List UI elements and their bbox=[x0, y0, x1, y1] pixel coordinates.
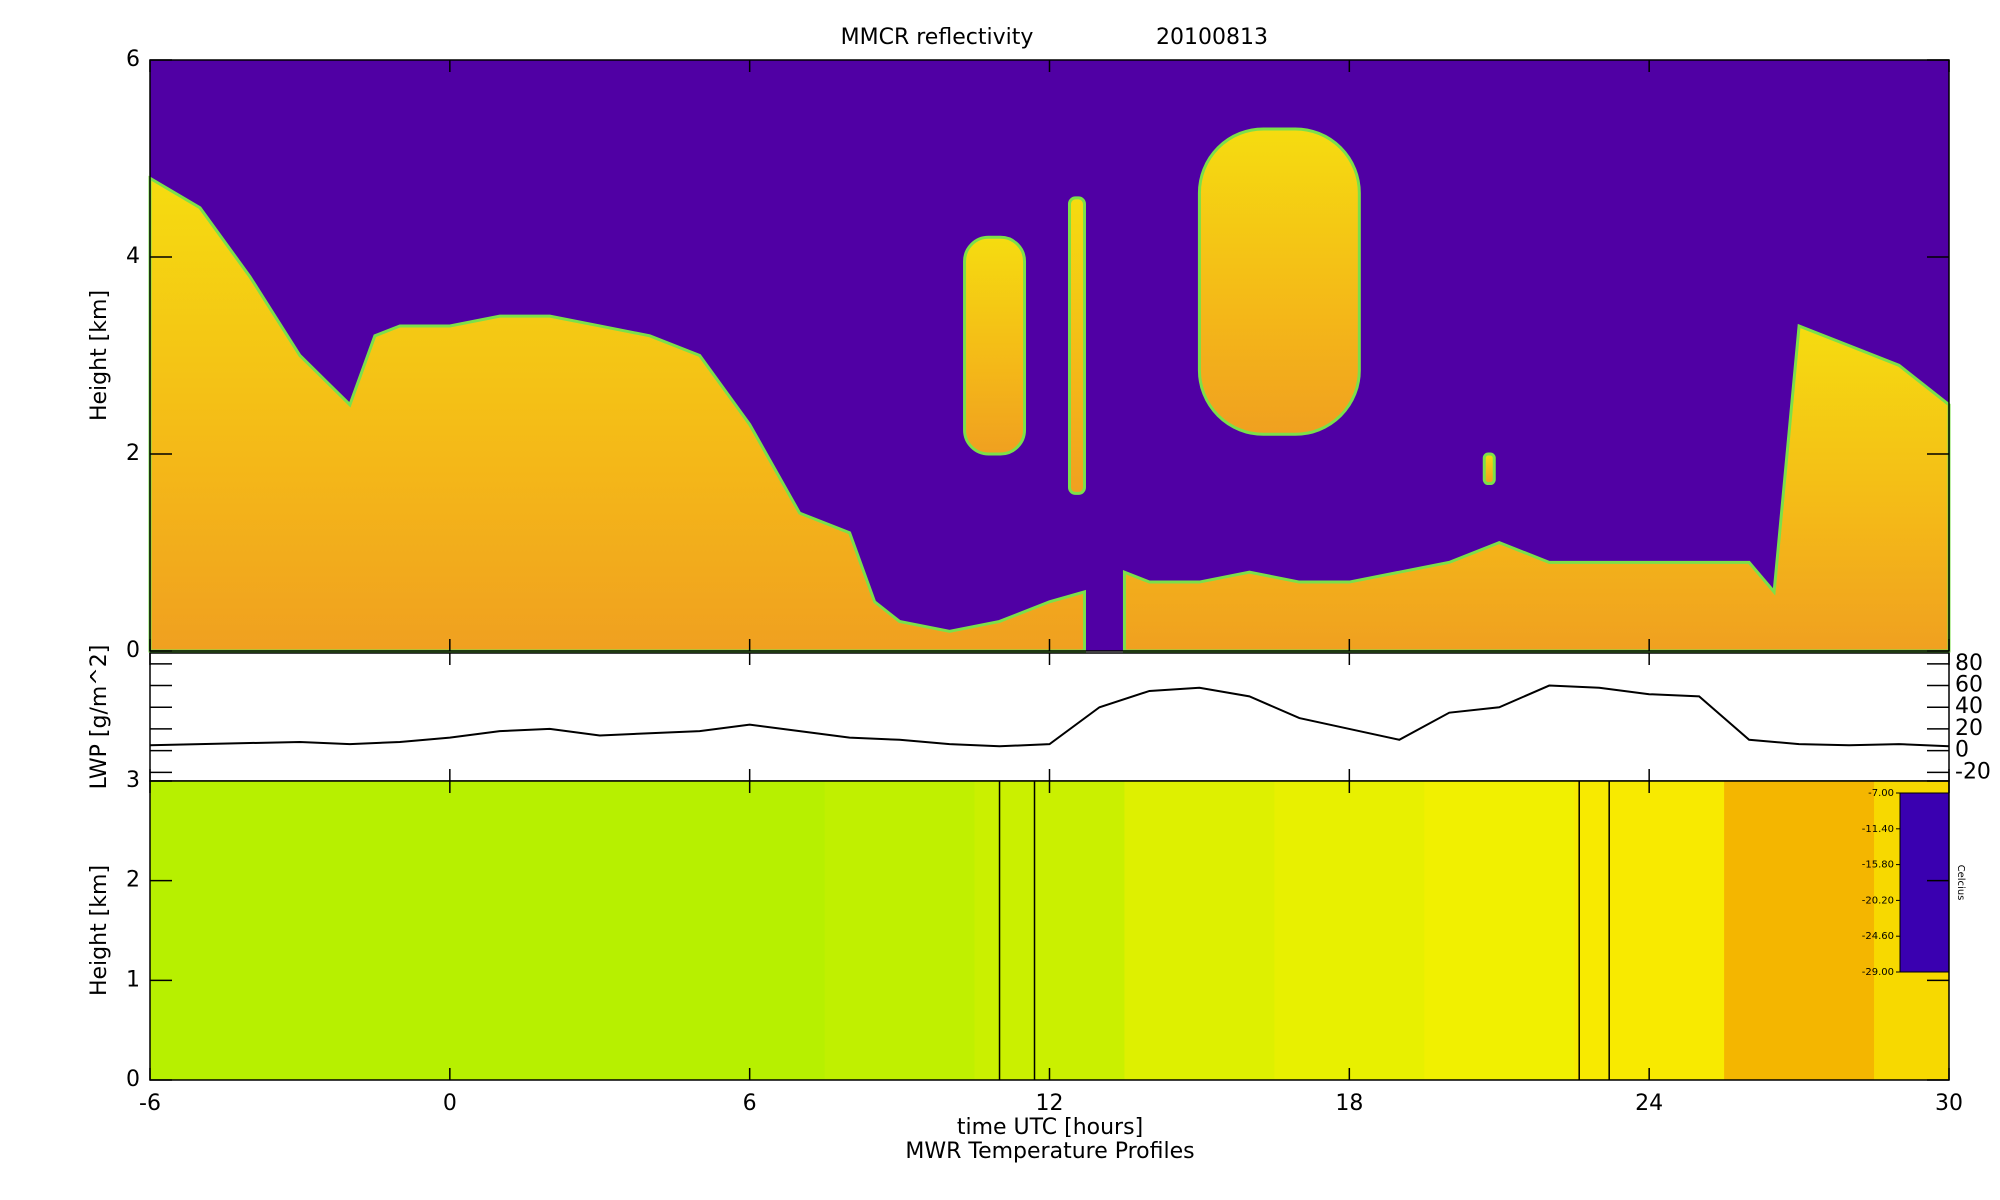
chart-title: MMCR reflectivity bbox=[841, 25, 1034, 50]
plot-frame bbox=[149, 652, 1950, 782]
y-tick-label: 80 bbox=[1955, 651, 1983, 676]
y-tick-label: 0 bbox=[126, 1067, 140, 1092]
subtitle: MWR Temperature Profiles bbox=[905, 1139, 1194, 1164]
y-tick-label: 1 bbox=[126, 967, 140, 992]
temperature-column bbox=[224, 781, 376, 1080]
colorbar-tick-label: -24.60 bbox=[1862, 931, 1894, 942]
cloud-area bbox=[1122, 323, 1951, 653]
y-tick-label: 4 bbox=[126, 244, 140, 269]
y-tick-label: -20 bbox=[1955, 759, 1991, 784]
temperature-column bbox=[974, 781, 1125, 1080]
y-tick-label: 0 bbox=[126, 638, 140, 663]
plot-frame bbox=[149, 780, 1950, 1081]
temperature-column bbox=[674, 781, 826, 1080]
y-tick-label: 0 bbox=[1955, 738, 1969, 763]
upper-cloud bbox=[963, 235, 1027, 456]
upper-cloud bbox=[1197, 127, 1361, 436]
colorbar-tick-label: -20.20 bbox=[1862, 895, 1894, 906]
x-tick-label: 6 bbox=[743, 1091, 757, 1116]
cloud-area bbox=[148, 175, 1086, 653]
temperature-column bbox=[1424, 781, 1575, 1080]
temperature-column bbox=[150, 781, 226, 1080]
y-tick-label: 2 bbox=[126, 441, 140, 466]
y-axis-label: LWP [g/m^2] bbox=[87, 645, 112, 790]
y-tick-label: 40 bbox=[1955, 694, 1983, 719]
x-tick-label: -6 bbox=[139, 1091, 161, 1116]
colorbar-tick-label: -7.00 bbox=[1868, 788, 1894, 799]
temperature-column bbox=[824, 781, 976, 1080]
y-axis-label: Height [km] bbox=[87, 865, 112, 996]
x-tick-label: 24 bbox=[1635, 1091, 1663, 1116]
y-tick-label: 3 bbox=[126, 768, 140, 793]
y-tick-label: 20 bbox=[1955, 716, 1983, 741]
x-axis-label: time UTC [hours] bbox=[957, 1115, 1143, 1140]
temperature-column bbox=[524, 781, 676, 1080]
colorbar-label: Celcius bbox=[1955, 865, 1966, 901]
colorbar-tick-label: -15.80 bbox=[1862, 860, 1894, 871]
chart-date: 20100813 bbox=[1156, 25, 1268, 50]
y-axis-label: Height [km] bbox=[87, 290, 112, 421]
y-tick-label: 2 bbox=[126, 868, 140, 893]
y-tick-label: 60 bbox=[1955, 673, 1983, 698]
upper-cloud bbox=[1067, 196, 1086, 495]
x-tick-label: 18 bbox=[1335, 1091, 1363, 1116]
x-tick-label: 0 bbox=[443, 1091, 457, 1116]
temperature-column bbox=[1274, 781, 1425, 1080]
y-tick-label: 6 bbox=[126, 47, 140, 72]
temperature-column bbox=[1724, 781, 1875, 1080]
x-tick-label: 30 bbox=[1935, 1091, 1963, 1116]
colorbar-tick-label: -29.00 bbox=[1862, 967, 1894, 978]
temperature-column bbox=[374, 781, 526, 1080]
lwp-line bbox=[149, 684, 1950, 748]
upper-cloud bbox=[1482, 452, 1496, 486]
temperature-column bbox=[1124, 781, 1275, 1080]
plot-frame bbox=[149, 59, 1950, 652]
colorbar-tick-label: -11.40 bbox=[1862, 824, 1894, 835]
x-tick-label: 12 bbox=[1036, 1091, 1064, 1116]
colorbar bbox=[1899, 792, 1950, 973]
temperature-column bbox=[1574, 781, 1725, 1080]
